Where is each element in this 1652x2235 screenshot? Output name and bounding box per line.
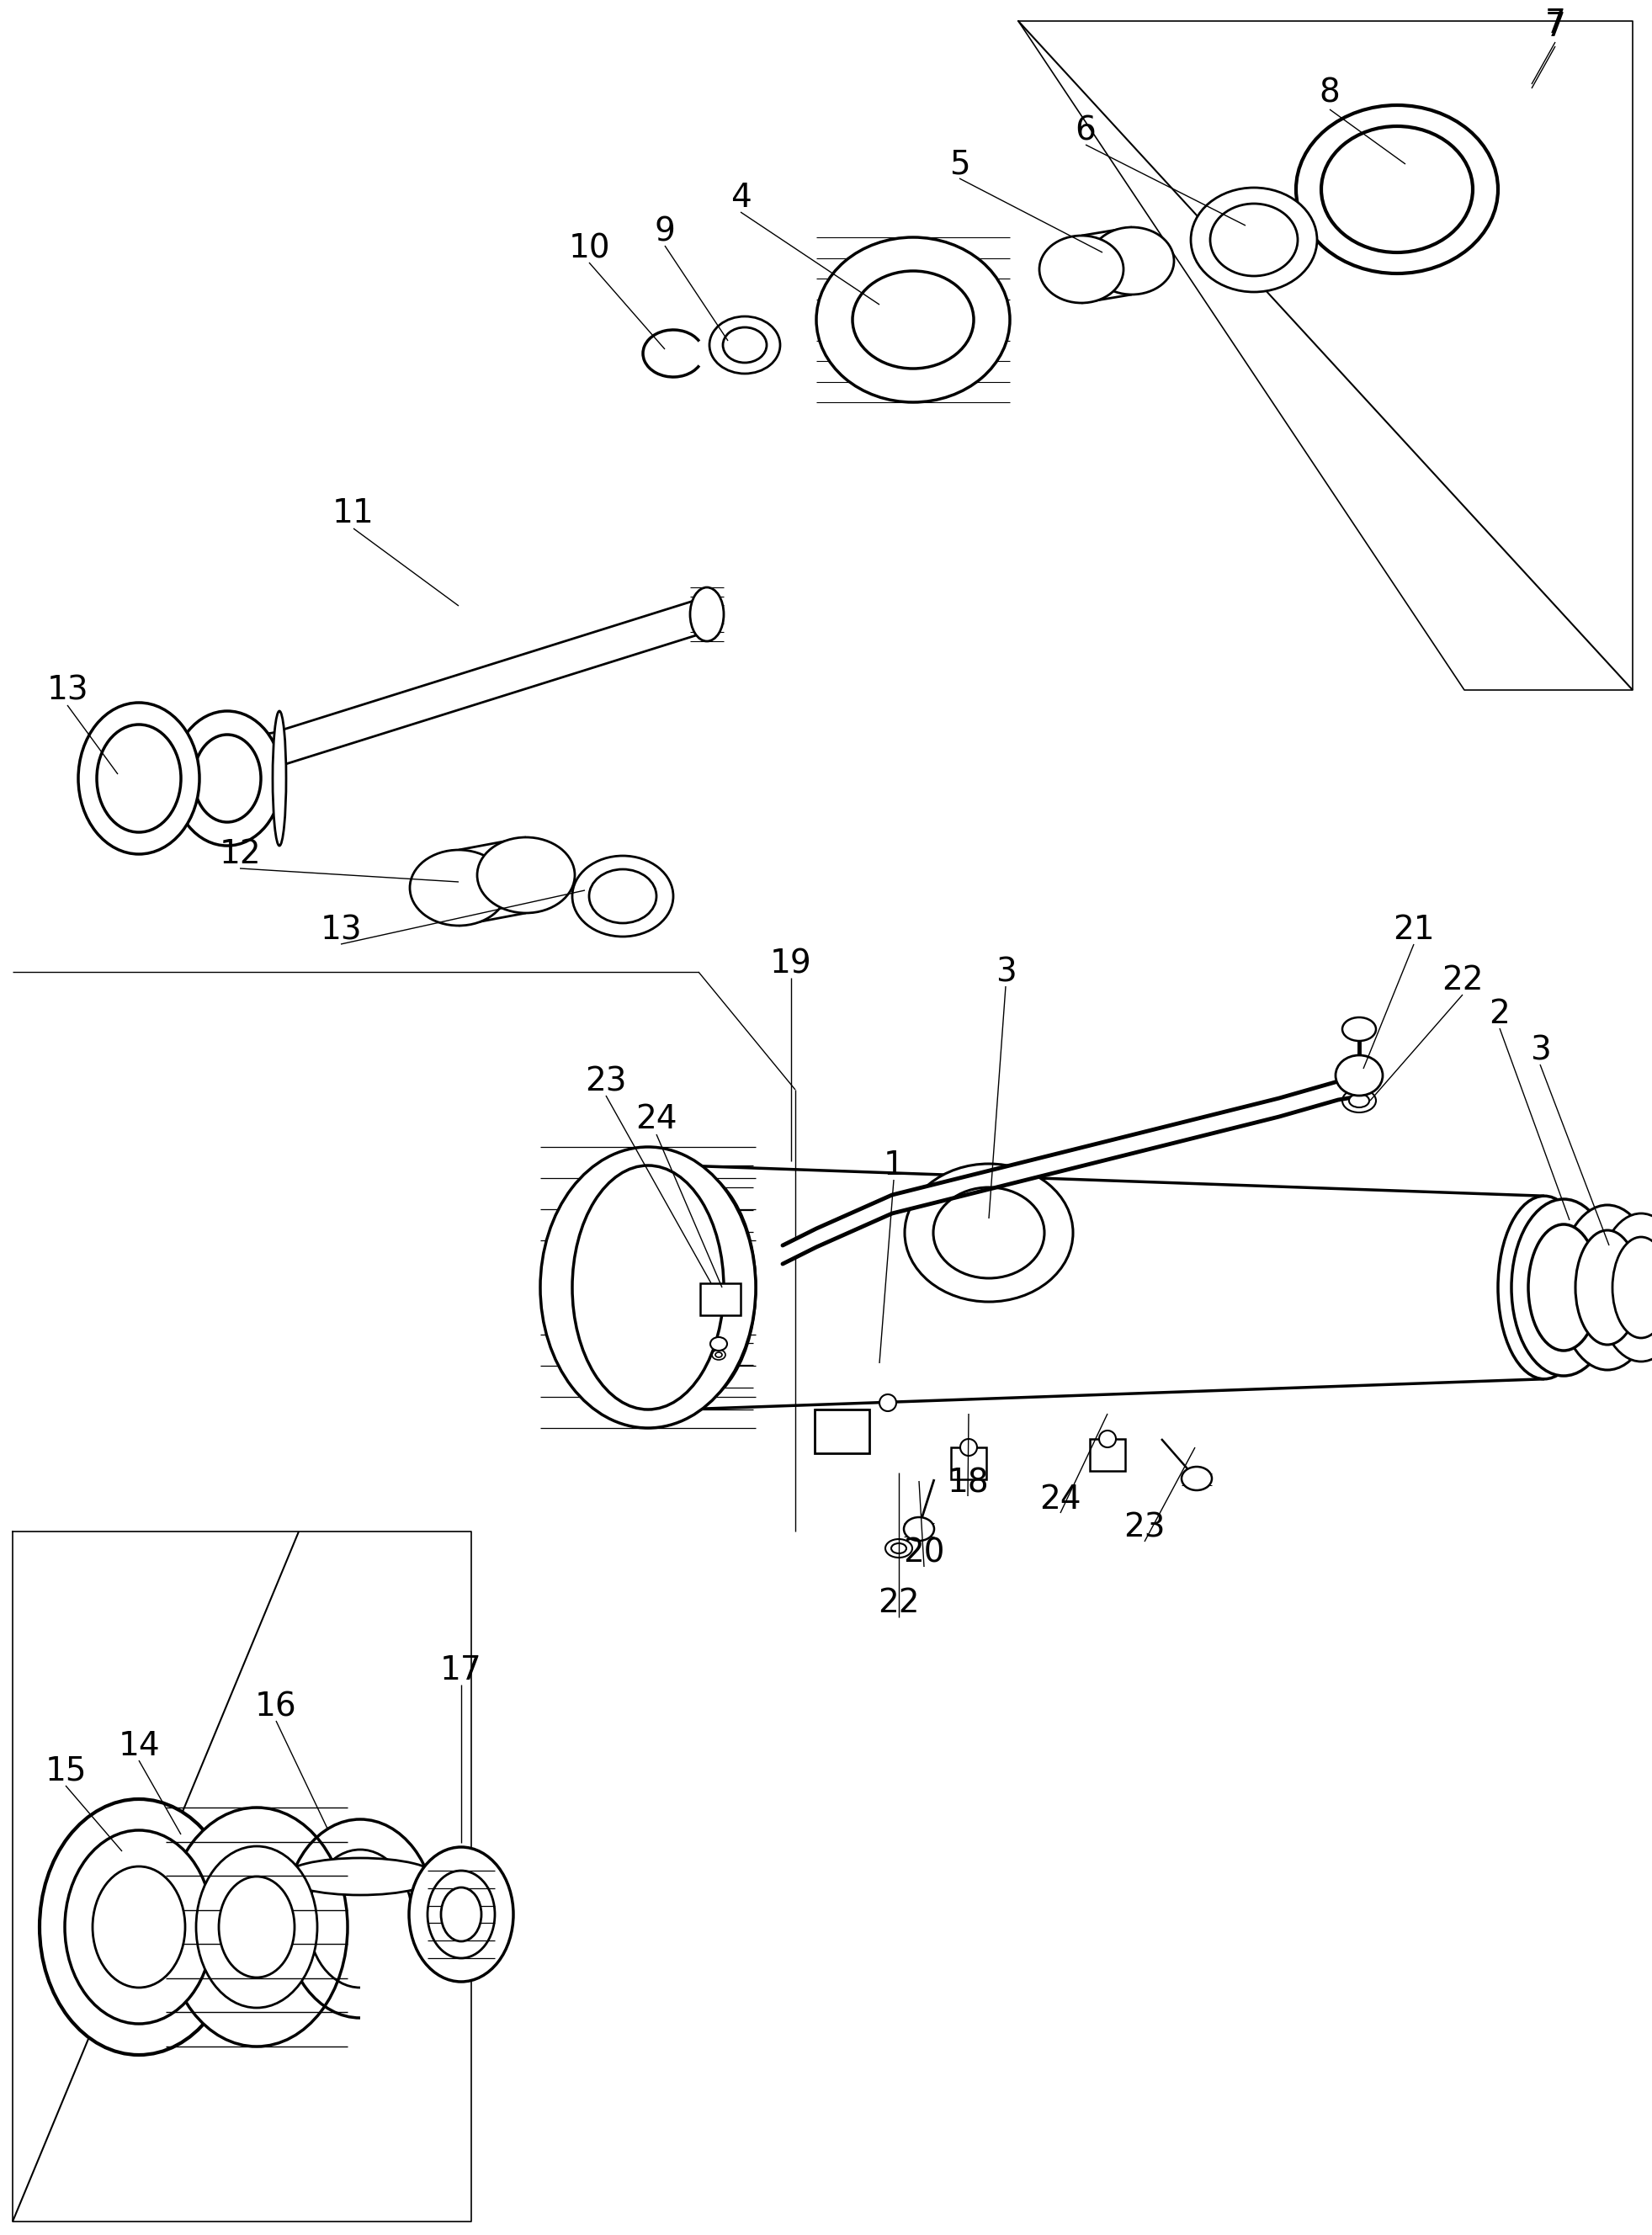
Text: 12: 12 [220, 838, 261, 869]
Ellipse shape [1090, 228, 1175, 295]
Ellipse shape [284, 1857, 436, 1895]
Ellipse shape [879, 1395, 897, 1410]
Text: 13: 13 [320, 914, 362, 945]
Text: 3: 3 [995, 957, 1016, 988]
Text: 22: 22 [1442, 963, 1483, 997]
Ellipse shape [904, 1518, 933, 1540]
Bar [1090, 1439, 1125, 1471]
Ellipse shape [477, 838, 575, 914]
Ellipse shape [1211, 203, 1298, 275]
Text: 5: 5 [948, 148, 970, 181]
Text: 15: 15 [45, 1754, 86, 1788]
Ellipse shape [691, 588, 724, 641]
Ellipse shape [709, 317, 780, 373]
Text: 13: 13 [46, 675, 88, 706]
Ellipse shape [1498, 1196, 1591, 1379]
Ellipse shape [890, 1544, 907, 1553]
Ellipse shape [428, 1871, 496, 1958]
Text: 14: 14 [117, 1730, 160, 1761]
Text: 21: 21 [1393, 914, 1434, 945]
Ellipse shape [40, 1799, 238, 2054]
Ellipse shape [1528, 1225, 1599, 1350]
Text: 24: 24 [1039, 1484, 1080, 1515]
Ellipse shape [1343, 1017, 1376, 1042]
Text: 23: 23 [585, 1066, 626, 1097]
Ellipse shape [172, 711, 282, 845]
Ellipse shape [1612, 1236, 1652, 1339]
Text: 24: 24 [636, 1104, 677, 1135]
Ellipse shape [410, 849, 507, 925]
Polygon shape [1018, 20, 1632, 691]
Ellipse shape [1191, 188, 1317, 293]
Ellipse shape [960, 1439, 976, 1455]
Text: 1: 1 [884, 1149, 904, 1182]
Text: 16: 16 [254, 1690, 297, 1723]
Ellipse shape [193, 735, 261, 822]
Ellipse shape [1039, 235, 1123, 304]
Ellipse shape [93, 1866, 185, 1987]
Text: 7: 7 [1545, 11, 1566, 42]
Ellipse shape [572, 1164, 724, 1410]
Ellipse shape [441, 1889, 481, 1942]
Text: 19: 19 [770, 948, 813, 979]
Text: 11: 11 [332, 498, 375, 530]
Ellipse shape [715, 1352, 722, 1357]
Text: 4: 4 [730, 181, 752, 215]
Ellipse shape [1512, 1200, 1616, 1377]
Ellipse shape [410, 1846, 514, 1982]
Ellipse shape [1181, 1466, 1213, 1491]
Ellipse shape [852, 270, 973, 369]
Text: 8: 8 [1320, 76, 1340, 110]
Ellipse shape [724, 326, 767, 362]
Ellipse shape [64, 1830, 213, 2023]
Ellipse shape [710, 1337, 727, 1350]
Bar [952, 1448, 986, 1480]
Ellipse shape [1335, 1055, 1383, 1095]
Ellipse shape [1576, 1229, 1639, 1345]
Bar [700, 1283, 740, 1314]
Text: 10: 10 [568, 232, 610, 264]
Ellipse shape [1099, 1430, 1115, 1448]
Ellipse shape [905, 1164, 1074, 1301]
Ellipse shape [1297, 105, 1498, 273]
Ellipse shape [712, 1350, 725, 1359]
Ellipse shape [1350, 1093, 1370, 1106]
Text: 20: 20 [904, 1538, 945, 1569]
Ellipse shape [885, 1540, 912, 1558]
Text: 17: 17 [439, 1654, 482, 1687]
Ellipse shape [273, 711, 286, 845]
Ellipse shape [218, 1877, 294, 1978]
Ellipse shape [1597, 1214, 1652, 1361]
Text: 2: 2 [1488, 999, 1510, 1030]
Ellipse shape [1558, 1205, 1652, 1370]
Ellipse shape [78, 702, 200, 854]
Ellipse shape [816, 237, 1009, 402]
Text: 9: 9 [654, 215, 676, 248]
Text: 18: 18 [947, 1466, 988, 1500]
Text: 23: 23 [1123, 1511, 1165, 1544]
Bar [814, 1410, 869, 1453]
Ellipse shape [97, 724, 182, 831]
Ellipse shape [608, 1164, 755, 1410]
Text: 3: 3 [1530, 1035, 1551, 1066]
Text: 6: 6 [1075, 114, 1095, 148]
Ellipse shape [590, 869, 656, 923]
Ellipse shape [197, 1846, 317, 2007]
Ellipse shape [165, 1808, 347, 2047]
Ellipse shape [540, 1147, 755, 1428]
Text: 22: 22 [877, 1587, 920, 1618]
Ellipse shape [1322, 125, 1472, 253]
Text: 7: 7 [1545, 7, 1566, 40]
Ellipse shape [1343, 1088, 1376, 1113]
Ellipse shape [933, 1187, 1044, 1278]
Ellipse shape [572, 856, 674, 936]
